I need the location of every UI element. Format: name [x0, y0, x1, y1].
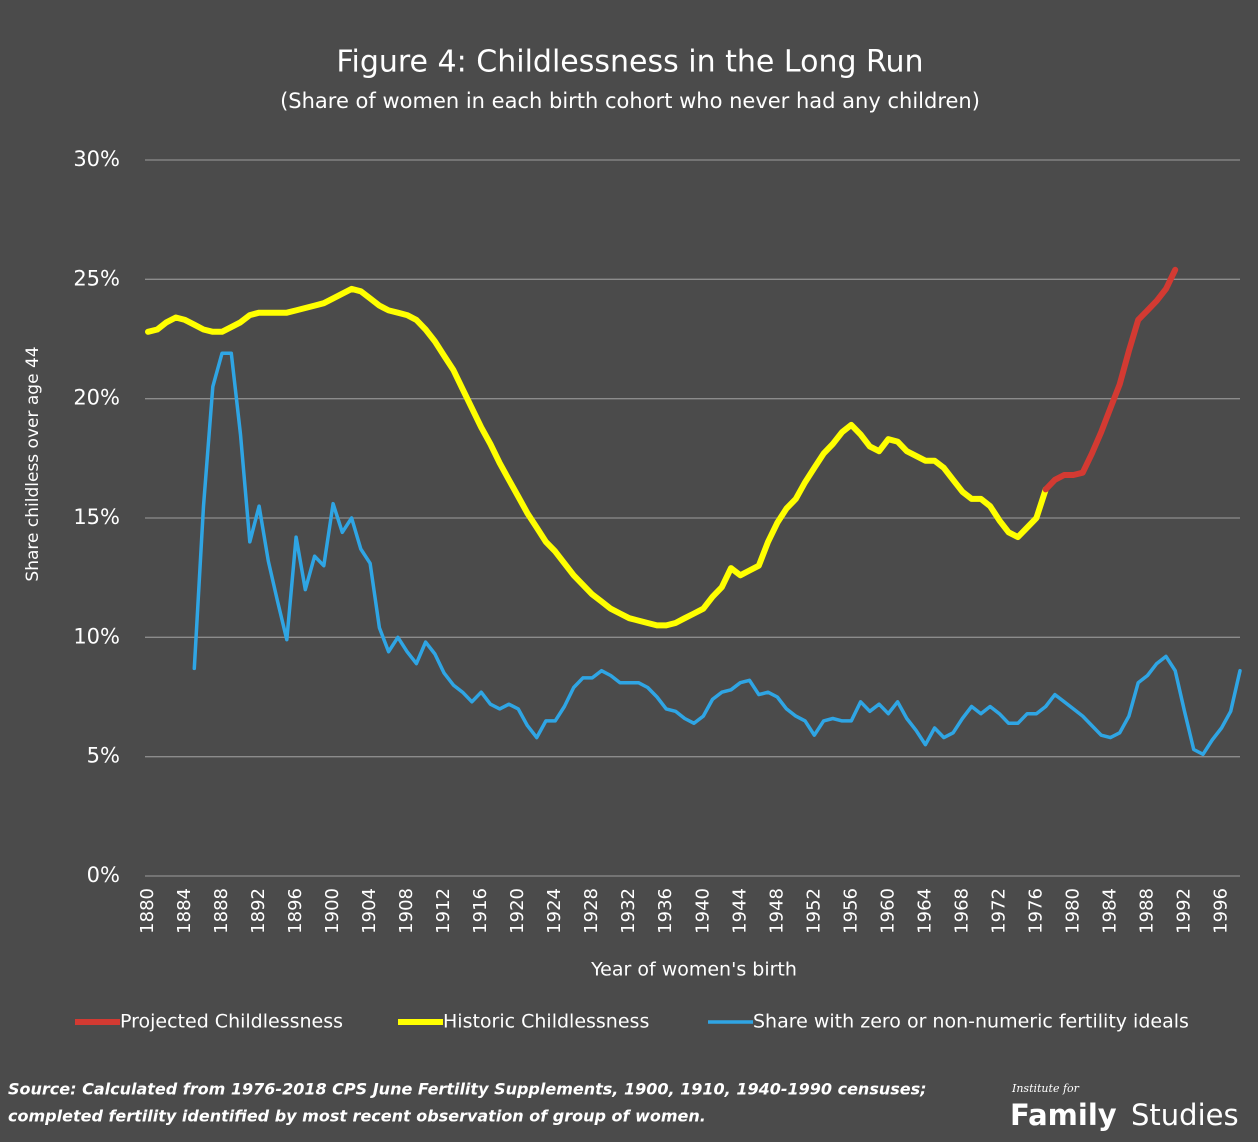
y-axis-label: Share childless over age 44	[23, 346, 43, 581]
x-tick-label: 1956	[840, 888, 861, 934]
y-tick-label: 25%	[73, 266, 120, 290]
x-tick-label: 1888	[211, 888, 232, 934]
chart-title: Figure 4: Childlessness in the Long Run	[336, 45, 923, 80]
series-line	[145, 285, 1049, 629]
x-tick-label: 1908	[396, 888, 417, 934]
x-axis-label: Year of women's birth	[590, 959, 797, 981]
x-tick-label: 1884	[174, 888, 195, 934]
x-tick-label: 1936	[655, 888, 676, 934]
legend-label: Historic Childlessness	[443, 1011, 649, 1033]
x-tick-label: 1960	[877, 888, 898, 934]
series-line	[192, 351, 1242, 757]
x-tick-label: 1912	[433, 888, 454, 934]
x-tick-label: 1964	[914, 888, 935, 934]
x-tick-label: 1904	[359, 888, 380, 934]
logo-text: Studies	[1131, 1098, 1239, 1132]
x-tick-label: 1940	[692, 888, 713, 934]
x-tick-label: 1968	[951, 888, 972, 934]
x-tick-label: 1880	[137, 888, 158, 934]
x-tick-label: 1996	[1210, 888, 1231, 934]
y-tick-label: 15%	[73, 505, 120, 529]
source-note: Source: Calculated from 1976-2018 CPS Ju…	[8, 1080, 927, 1099]
source-note: completed fertility identified by most r…	[8, 1107, 706, 1126]
x-tick-label: 1976	[1025, 888, 1046, 934]
x-tick-label: 1916	[470, 888, 491, 934]
chart-subtitle: (Share of women in each birth cohort who…	[280, 89, 980, 113]
y-tick-label: 5%	[87, 744, 120, 768]
x-tick-label: 1984	[1099, 888, 1120, 934]
y-tick-label: 20%	[73, 386, 120, 410]
logo-text: Institute for	[1011, 1082, 1080, 1095]
series-line	[1042, 266, 1179, 493]
x-tick-label: 1920	[507, 888, 528, 934]
x-tick-label: 1992	[1173, 888, 1194, 934]
y-tick-label: 10%	[73, 624, 120, 648]
x-tick-label: 1892	[248, 888, 269, 934]
x-tick-label: 1972	[988, 888, 1009, 934]
x-tick-label: 1988	[1136, 888, 1157, 934]
legend-label: Projected Childlessness	[120, 1011, 343, 1033]
x-tick-label: 1944	[729, 888, 750, 934]
legend-label: Share with zero or non-numeric fertility…	[753, 1011, 1189, 1033]
x-tick-label: 1948	[766, 888, 787, 934]
x-tick-label: 1924	[544, 888, 565, 934]
x-tick-label: 1932	[618, 888, 639, 934]
x-tick-label: 1952	[803, 888, 824, 934]
y-tick-label: 30%	[73, 147, 120, 171]
x-tick-label: 1980	[1062, 888, 1083, 934]
logo-text: Family	[1010, 1098, 1117, 1132]
x-tick-label: 1900	[322, 888, 343, 934]
x-tick-label: 1896	[285, 888, 306, 934]
x-tick-label: 1928	[581, 888, 602, 934]
y-tick-label: 0%	[87, 863, 120, 887]
